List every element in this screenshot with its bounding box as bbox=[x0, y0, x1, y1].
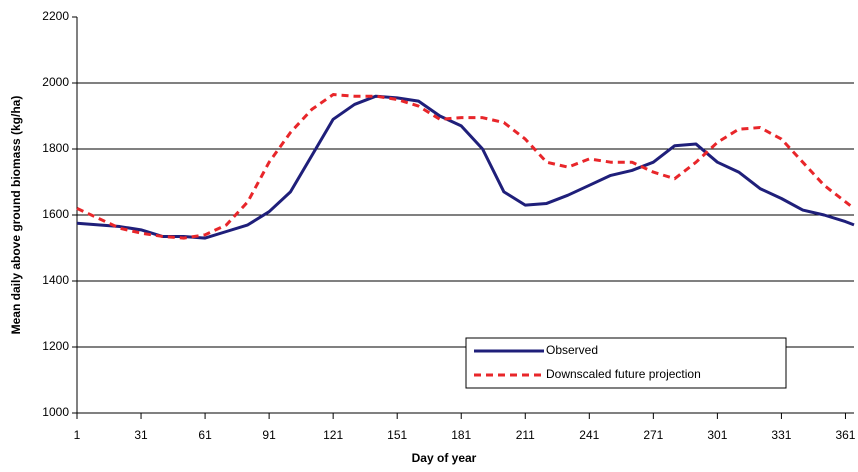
x-tick-label: 211 bbox=[516, 428, 535, 442]
x-tick-label: 31 bbox=[134, 428, 148, 442]
y-tick-label: 1200 bbox=[42, 339, 69, 353]
legend-label: Observed bbox=[546, 343, 598, 357]
x-tick-label: 151 bbox=[387, 428, 407, 442]
x-tick-label: 181 bbox=[451, 428, 471, 442]
y-tick-label: 1600 bbox=[42, 207, 69, 221]
series-line bbox=[76, 93, 855, 240]
legend-box bbox=[465, 337, 787, 389]
x-tick-label: 331 bbox=[771, 428, 791, 442]
legend-label: Downscaled future projection bbox=[546, 367, 701, 381]
x-tick-label: 1 bbox=[74, 428, 81, 442]
x-tick-label: 271 bbox=[643, 428, 663, 442]
x-tick-label: 301 bbox=[707, 428, 727, 442]
x-tick-label: 361 bbox=[835, 428, 855, 442]
x-axis-label: Day of year bbox=[412, 451, 477, 465]
series-line bbox=[76, 94, 855, 240]
x-tick-label: 121 bbox=[323, 428, 343, 442]
x-tick-label: 241 bbox=[579, 428, 599, 442]
y-tick-label: 2200 bbox=[42, 9, 69, 23]
y-tick-label: 2000 bbox=[42, 75, 69, 89]
y-tick-label: 1000 bbox=[42, 405, 69, 419]
y-tick-label: 1400 bbox=[42, 273, 69, 287]
y-tick-label: 1800 bbox=[42, 141, 69, 155]
y-axis-label: Mean daily above ground biomass (kg/ha) bbox=[9, 96, 23, 335]
x-tick-label: 91 bbox=[262, 428, 276, 442]
x-tick-label: 61 bbox=[198, 428, 212, 442]
